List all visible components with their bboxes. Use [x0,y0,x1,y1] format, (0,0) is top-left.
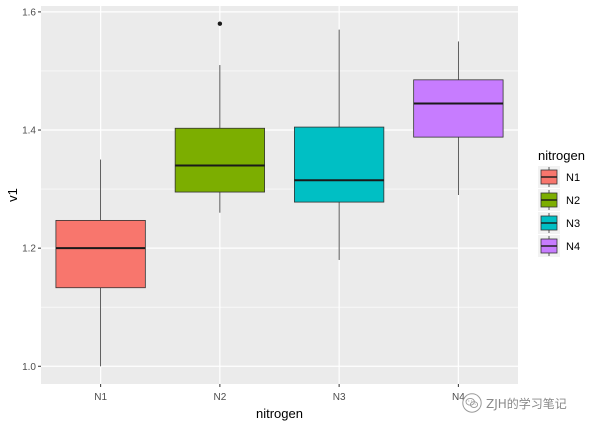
legend-label: N3 [566,218,580,230]
y-tick-label: 1.6 [22,7,36,18]
y-tick-label: 1.2 [22,244,36,255]
box-N2 [174,21,265,213]
watermark: ZJH的学习笔记 [462,393,567,413]
outlier-point [217,21,223,26]
x-tick-label: N1 [94,392,107,403]
legend-item-N1: N1 [538,166,580,188]
x-tick-label: N4 [452,392,465,403]
box-body [294,126,385,203]
y-tick-label: 1.4 [22,126,36,137]
boxes-layer [55,21,504,367]
legend-label: N4 [566,241,580,253]
plot-panel [41,6,518,384]
y-axis-title: v1 [5,188,20,202]
box-N3 [294,29,385,260]
y-tick-label: 1.0 [22,362,36,373]
x-tick-label: N2 [213,392,226,403]
box-body [55,219,146,289]
x-axis: N1 N2 N3 N4 [94,384,465,403]
minor-gridlines [41,70,518,308]
legend-label: N2 [566,195,580,207]
legend-item-N2: N2 [538,189,580,211]
box-N4 [413,41,504,195]
x-axis-title: nitrogen [256,406,303,421]
legend-item-N4: N4 [538,235,580,257]
legend-title: nitrogen [538,148,585,163]
legend: nitrogen N1 N2 N3 N4 [538,148,585,257]
legend-label: N1 [566,172,580,184]
box-N1 [55,159,146,367]
legend-item-N3: N3 [538,212,580,234]
watermark-text: ZJH的学习笔记 [486,396,567,411]
x-tick-label: N3 [333,392,346,403]
wechat-icon [462,393,482,413]
box-body [413,79,504,138]
y-axis: 1.0 1.2 1.4 1.6 [22,7,41,373]
box-body [174,127,265,193]
